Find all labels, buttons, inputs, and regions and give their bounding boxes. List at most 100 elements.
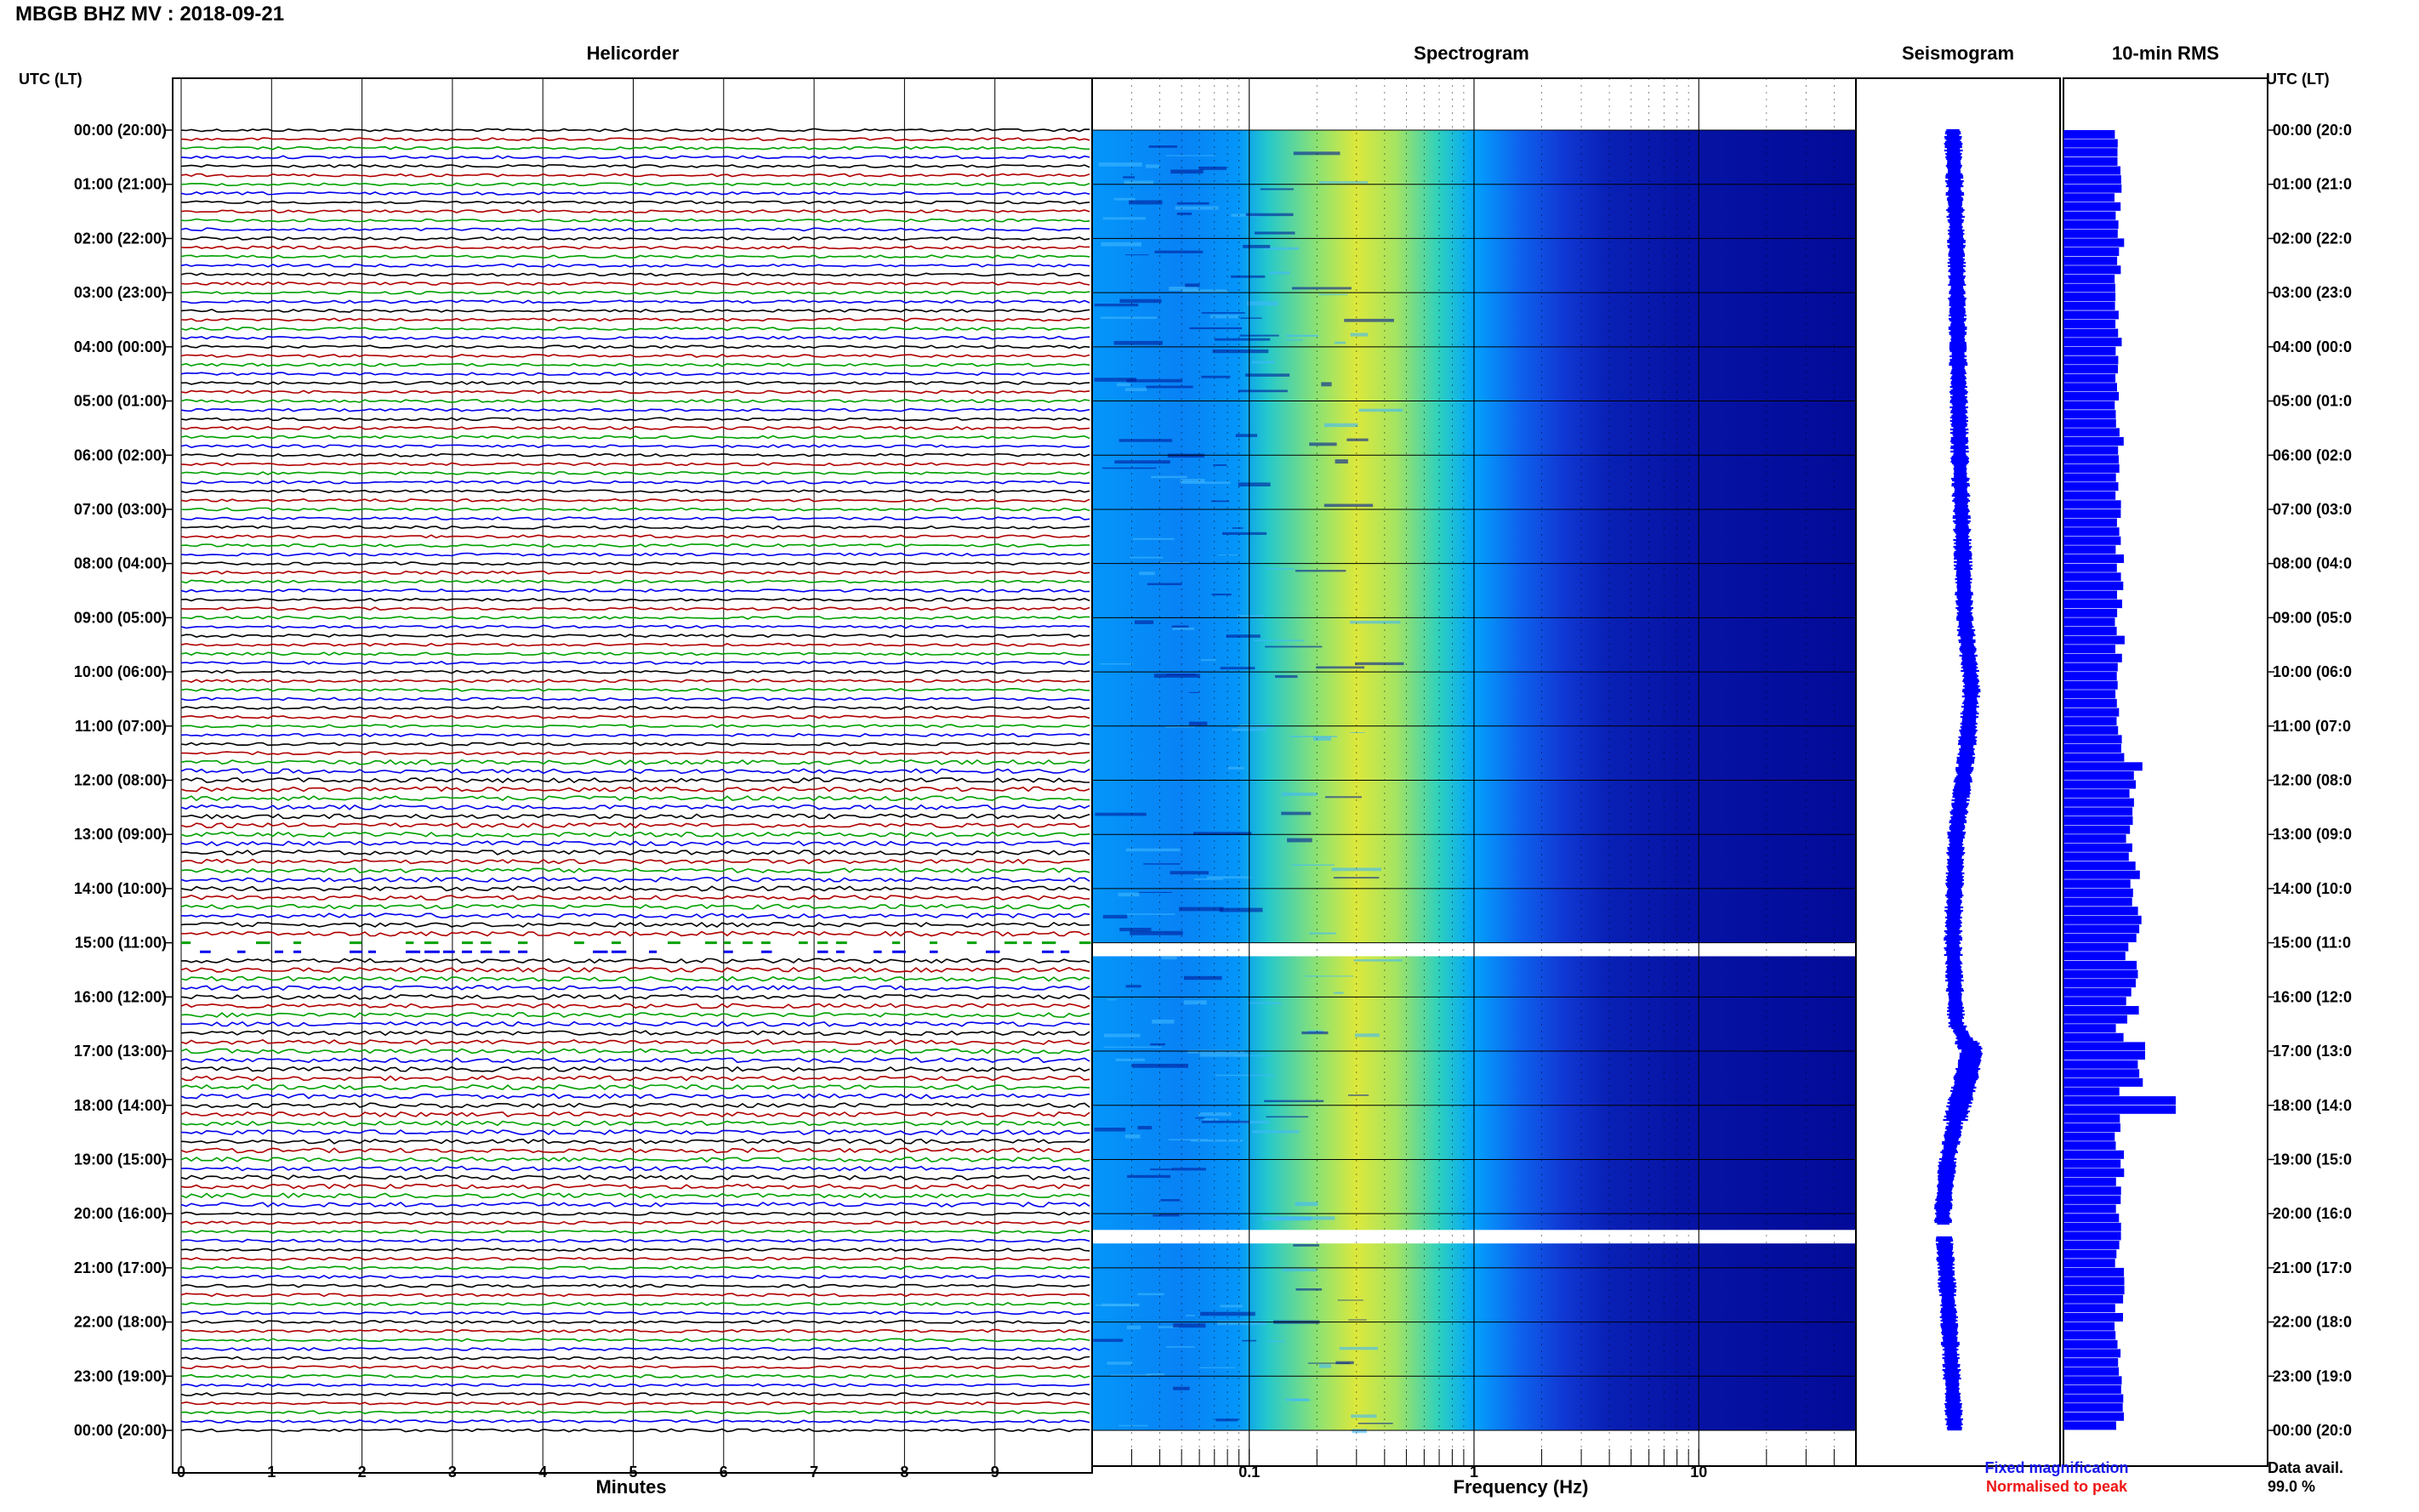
rms-bar <box>2063 373 2116 383</box>
data-availability-label: Data avail. <box>2268 1459 2343 1476</box>
helicorder-trace <box>180 164 1090 168</box>
spectrogram-texture <box>1101 242 1141 247</box>
time-label-left: 12:00 (08:00) <box>74 772 167 789</box>
spectrogram-texture <box>1305 975 1354 977</box>
spectrogram-texture <box>1107 998 1117 1001</box>
helicorder-trace <box>180 661 1090 665</box>
helicorder-trace <box>180 696 1090 702</box>
spectrogram-texture <box>1124 1134 1141 1139</box>
spectrogram-texture <box>1293 1244 1319 1247</box>
spectrogram-texture <box>1160 1199 1181 1202</box>
time-label-left: 00:00 (20:00) <box>74 122 167 139</box>
rms-bar <box>2063 220 2119 230</box>
spectrogram-texture <box>1239 334 1279 337</box>
time-label-right: 21:00 (17:0 <box>2273 1259 2352 1276</box>
spectrogram-texture <box>1199 1367 1236 1368</box>
spectrogram-texture <box>1119 928 1152 932</box>
rms-bar <box>2063 1114 2120 1123</box>
helicorder-trace <box>180 1211 1090 1216</box>
spectrogram-texture <box>1100 316 1157 319</box>
spectrogram-texture <box>1139 571 1155 576</box>
spectrogram-texture <box>1266 1340 1285 1343</box>
helicorder-trace <box>180 786 1090 793</box>
helicorder-trace <box>180 858 1090 865</box>
helicorder-trace <box>180 1057 1090 1064</box>
spectrogram-texture <box>1245 373 1290 377</box>
rms-bar <box>2063 139 2118 148</box>
spectrogram-texture <box>1266 1116 1309 1118</box>
spectrogram-texture <box>1309 932 1336 935</box>
helicorder-trace <box>180 507 1090 512</box>
rms-bar <box>2063 491 2116 500</box>
helicorder-trace <box>180 173 1090 178</box>
helicorder-trace <box>180 1138 1090 1145</box>
spectrogram-texture <box>1318 1364 1332 1368</box>
time-label-right: 01:00 (21:0 <box>2273 176 2352 193</box>
spectrogram-texture <box>1210 315 1239 319</box>
helicorder-trace <box>180 903 1090 910</box>
time-label-left: 04:00 (00:00) <box>74 338 167 355</box>
spectrogram-texture <box>1148 145 1177 148</box>
spectrogram-texture <box>1173 1386 1190 1390</box>
time-label-right: 13:00 (09:0 <box>2273 826 2352 843</box>
helicorder-trace <box>180 182 1090 187</box>
spectrogram-texture <box>1266 568 1295 570</box>
helicorder-trace <box>180 389 1090 395</box>
helicorder-trace <box>180 1265 1090 1270</box>
helicorder-trace <box>180 742 1090 747</box>
time-label-left: 10:00 (06:00) <box>74 663 167 680</box>
spectrogram-texture <box>1349 621 1401 624</box>
spectrogram-texture <box>1159 562 1190 564</box>
spectrogram-texture <box>1176 213 1192 215</box>
spectrogram-texture <box>1095 1304 1139 1306</box>
spectrogram-texture <box>1189 327 1243 330</box>
rms-bar <box>2063 554 2124 563</box>
rms-bar <box>2063 590 2117 600</box>
rms-bar <box>2063 265 2121 275</box>
helicorder-trace <box>180 354 1090 358</box>
helicorder-trace <box>180 1347 1090 1351</box>
spectrogram-texture <box>1170 871 1210 875</box>
helicorder-trace <box>180 795 1090 802</box>
spectrogram-texture <box>1113 340 1163 345</box>
rms-bar <box>2063 184 2122 193</box>
time-label-left: 21:00 (17:00) <box>74 1259 167 1276</box>
helicorder-xtick-label: 4 <box>538 1464 547 1481</box>
rms-bar <box>2063 825 2131 834</box>
rms-bar <box>2063 383 2117 392</box>
spectrogram-texture <box>1234 1054 1272 1057</box>
rms-bar <box>2063 437 2124 446</box>
seismogram-title: Seismogram <box>1902 43 2014 64</box>
spectrogram-texture <box>1238 1121 1270 1123</box>
helicorder-trace <box>180 1111 1090 1117</box>
time-label-right: 10:00 (06:0 <box>2273 663 2352 680</box>
time-label-left: 02:00 (22:00) <box>74 230 167 247</box>
rms-bar <box>2063 193 2114 202</box>
rms-bar <box>2063 1322 2115 1331</box>
rms-bar <box>2063 463 2120 473</box>
spectrogram-texture <box>1323 503 1374 508</box>
rms-bar <box>2063 979 2136 988</box>
helicorder-xtick-label: 6 <box>720 1464 728 1481</box>
spectrogram-texture <box>1350 333 1369 337</box>
helicorder-trace <box>180 1075 1090 1082</box>
helicorder-trace <box>180 1383 1090 1388</box>
spectrogram-texture <box>1124 180 1154 185</box>
spectrogram-texture <box>1210 500 1230 503</box>
spectrogram-texture <box>1180 479 1205 483</box>
rms-bar <box>2063 897 2132 907</box>
rms-bar <box>2063 455 2119 464</box>
spectrogram-texture <box>1331 867 1382 872</box>
helicorder-trace <box>180 471 1090 475</box>
helicorder-trace <box>180 624 1090 629</box>
spectrogram-texture <box>1251 361 1275 364</box>
rms-bar <box>2063 1259 2115 1268</box>
spectrogram-texture <box>1214 338 1271 341</box>
spectrogram-texture <box>1173 1323 1206 1328</box>
time-label-right: 06:00 (02:0 <box>2273 446 2352 463</box>
rms-bar <box>2063 346 2116 355</box>
helicorder-trace <box>180 209 1090 213</box>
rms-bar <box>2063 617 2115 627</box>
spectrogram-texture <box>1147 583 1182 586</box>
